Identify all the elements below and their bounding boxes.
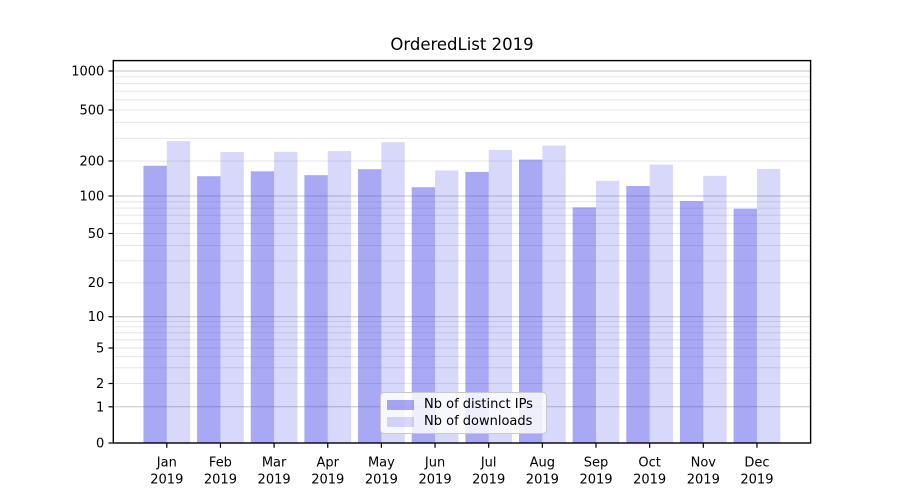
x-tick-label-year: 2019: [633, 473, 666, 488]
x-tick-label-month: Apr: [317, 456, 340, 471]
y-tick-label: 5: [96, 342, 104, 357]
bar-distinct-ips: [572, 207, 596, 443]
bar-downloads: [756, 168, 781, 443]
bar-distinct-ips: [519, 159, 543, 443]
bar-downloads: [649, 164, 673, 443]
bar-downloads: [166, 141, 191, 443]
legend-label-downloads: Nb of downloads: [424, 414, 533, 429]
bar-distinct-ips: [465, 171, 489, 443]
legend-item-distinct-ips: Nb of distinct IPs: [387, 397, 538, 412]
x-tick-label-month: Nov: [691, 456, 717, 471]
bar-distinct-ips: [733, 208, 757, 443]
bar-downloads: [488, 149, 513, 443]
x-tick-label-month: Feb: [209, 456, 232, 471]
legend-swatch-downloads: [387, 416, 414, 427]
y-tick-label: 200: [79, 155, 104, 170]
legend-swatch-distinct-ips: [387, 399, 414, 410]
x-tick-label-month: Oct: [638, 456, 660, 471]
plot-border: [112, 59, 812, 444]
x-tick-label-year: 2019: [204, 473, 237, 488]
bar-distinct-ips: [304, 175, 328, 443]
x-tick-label-month: Aug: [530, 456, 555, 471]
minor-gridlines: [113, 76, 811, 384]
x-tick-label-month: Jan: [156, 456, 177, 471]
x-tick-label-year: 2019: [311, 473, 344, 488]
y-tick-label: 1: [96, 400, 104, 415]
x-tick-label-month: Mar: [262, 456, 287, 471]
y-tick-label: 1000: [71, 65, 104, 80]
bar-distinct-ips: [197, 176, 221, 443]
y-tick-label: 10: [88, 310, 105, 325]
bar-distinct-ips: [411, 187, 436, 443]
bar-downloads: [274, 151, 298, 444]
x-tick-label-month: Dec: [744, 456, 769, 471]
x-tick-label-month: Jul: [480, 456, 497, 471]
bar-distinct-ips: [250, 171, 275, 443]
bar-distinct-ips: [143, 165, 167, 443]
bar-downloads: [220, 152, 244, 443]
x-axis: Jan 2019 Feb 2019 Mar 2019 Apr 2019 May 2019 Jun 20…: [150, 443, 773, 488]
bar-distinct-ips: [358, 169, 382, 443]
bar-distinct-ips: [626, 185, 650, 443]
y-tick-label: 0: [96, 437, 104, 452]
x-tick-label-month: Jun: [424, 456, 445, 471]
bar-downloads: [327, 151, 352, 443]
chart-title: OrderedList 2019: [390, 35, 534, 54]
y-tick-label: 2: [96, 377, 104, 392]
y-tick-label: 20: [88, 276, 105, 291]
bar-distinct-ips: [679, 201, 704, 443]
x-tick-label-year: 2019: [258, 473, 291, 488]
y-tick-label: 100: [79, 190, 104, 205]
y-axis: 0 1 2 5 10 20 50 100 200 500 1000: [71, 65, 114, 452]
legend-item-downloads: Nb of downloads: [387, 414, 538, 429]
x-tick-label-year: 2019: [740, 473, 773, 488]
legend-label-distinct-ips: Nb of distinct IPs: [424, 397, 533, 412]
bars: [143, 141, 781, 444]
bar-downloads: [435, 170, 459, 443]
legend: Nb of distinct IPs Nb of downloads: [380, 392, 547, 434]
bar-downloads: [596, 180, 620, 443]
bar-downloads: [542, 145, 566, 444]
x-tick-label-month: May: [368, 456, 395, 471]
bar-downloads: [381, 142, 405, 443]
x-tick-label-year: 2019: [472, 473, 505, 488]
x-tick-label-year: 2019: [419, 473, 452, 488]
x-tick-label-year: 2019: [579, 473, 612, 488]
x-tick-label-month: Sep: [584, 456, 609, 471]
x-tick-label-year: 2019: [687, 473, 720, 488]
x-tick-label-year: 2019: [526, 473, 559, 488]
bar-downloads: [703, 175, 727, 444]
x-tick-label-year: 2019: [150, 473, 183, 488]
y-tick-label: 50: [88, 227, 105, 242]
y-tick-label: 500: [79, 104, 104, 119]
x-tick-label-year: 2019: [365, 473, 398, 488]
